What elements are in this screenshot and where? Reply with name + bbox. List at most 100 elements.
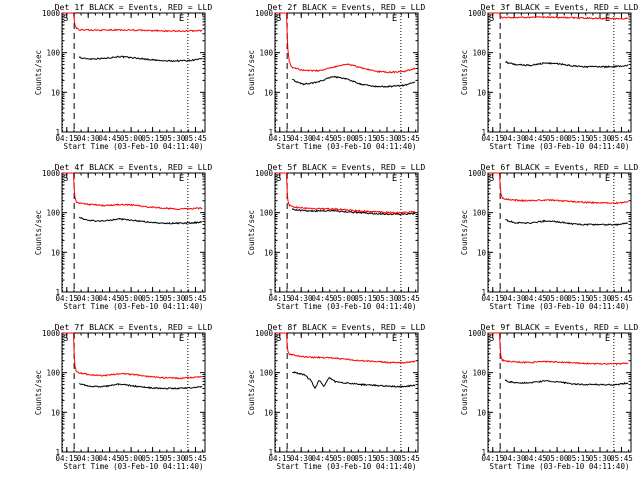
y-axis-label: Counts/sec bbox=[460, 210, 469, 255]
end-label: E bbox=[392, 14, 397, 24]
plot-frame bbox=[61, 12, 206, 133]
y-tick-label: 1 bbox=[55, 128, 60, 137]
x-tick-label: 05:45 bbox=[184, 134, 207, 143]
plot-frame bbox=[487, 332, 632, 453]
x-tick-label: 04:45 bbox=[524, 134, 547, 143]
plot-frame bbox=[274, 172, 419, 293]
y-tick-label: 1000 bbox=[42, 9, 61, 18]
x-tick-label: 05:45 bbox=[397, 294, 420, 303]
end-label: E bbox=[179, 334, 184, 344]
plot-frame bbox=[274, 12, 419, 133]
start-label: S bbox=[276, 14, 281, 24]
y-tick-label: 100 bbox=[46, 209, 60, 218]
y-axis-label: Counts/sec bbox=[247, 370, 256, 415]
panel-title: Det 6f BLACK = Events, RED = LLD bbox=[481, 162, 639, 172]
x-axis-label: Start Time (03-Feb-10 04:11:40) bbox=[490, 142, 630, 151]
panel-title: Det 3f BLACK = Events, RED = LLD bbox=[481, 2, 639, 12]
y-tick-label: 10 bbox=[51, 88, 61, 97]
x-tick-label: 05:00 bbox=[546, 134, 569, 143]
x-tick-label: 05:30 bbox=[163, 294, 186, 303]
x-tick-label: 04:45 bbox=[311, 454, 334, 463]
panel-title: Det 2f BLACK = Events, RED = LLD bbox=[268, 2, 426, 12]
y-tick-label: 10 bbox=[264, 88, 274, 97]
x-tick-label: 05:30 bbox=[163, 454, 186, 463]
series-events bbox=[292, 371, 416, 390]
start-label: S bbox=[63, 14, 68, 24]
series-events bbox=[505, 61, 629, 69]
panel-det-4: Det 4f BLACK = Events, RED = LLD 1 10 100 10… bbox=[34, 162, 212, 311]
y-axis-label: Counts/sec bbox=[34, 370, 43, 415]
y-tick-label: 1000 bbox=[468, 9, 487, 18]
series-lld bbox=[488, 332, 629, 366]
x-tick-label: 05:30 bbox=[589, 294, 612, 303]
start-label: S bbox=[276, 174, 281, 184]
x-tick-label: 05:45 bbox=[610, 454, 633, 463]
end-label: E bbox=[179, 174, 184, 184]
panel-det-8: Det 8f BLACK = Events, RED = LLD 1 10 100 10… bbox=[247, 322, 425, 471]
x-tick-label: 04:30 bbox=[503, 134, 526, 143]
x-tick-label: 05:00 bbox=[333, 134, 356, 143]
x-axis-label: Start Time (03-Feb-10 04:11:40) bbox=[277, 302, 417, 311]
series-lld bbox=[62, 332, 203, 380]
panel-det-9: Det 9f BLACK = Events, RED = LLD 1 10 100 10… bbox=[460, 322, 638, 471]
series-events bbox=[78, 55, 203, 63]
series-lld bbox=[275, 12, 416, 74]
start-label: S bbox=[63, 334, 68, 344]
x-tick-label: 05:45 bbox=[610, 294, 633, 303]
end-label: E bbox=[605, 174, 610, 184]
plot-frame bbox=[61, 332, 206, 453]
y-axis-label: Counts/sec bbox=[460, 370, 469, 415]
panel-title: Det 5f BLACK = Events, RED = LLD bbox=[268, 162, 426, 172]
panel-det-1: Det 1f BLACK = Events, RED = LLD 1 10 100 10… bbox=[34, 2, 212, 151]
y-axis-label: Counts/sec bbox=[247, 210, 256, 255]
start-label: S bbox=[489, 334, 494, 344]
y-tick-label: 10 bbox=[477, 248, 487, 257]
x-tick-label: 05:00 bbox=[546, 454, 569, 463]
x-tick-label: 04:45 bbox=[524, 454, 547, 463]
x-tick-label: 05:30 bbox=[589, 134, 612, 143]
y-tick-label: 100 bbox=[46, 369, 60, 378]
x-tick-label: 04:45 bbox=[98, 294, 121, 303]
x-tick-label: 05:45 bbox=[397, 134, 420, 143]
x-tick-label: 05:30 bbox=[163, 134, 186, 143]
panel-title: Det 7f BLACK = Events, RED = LLD bbox=[55, 322, 213, 332]
x-tick-label: 04:15 bbox=[55, 294, 78, 303]
y-axis-label: Counts/sec bbox=[460, 50, 469, 95]
x-tick-label: 05:15 bbox=[354, 454, 377, 463]
x-tick-label: 04:30 bbox=[290, 134, 313, 143]
y-tick-label: 10 bbox=[51, 248, 61, 257]
y-tick-label: 100 bbox=[259, 369, 273, 378]
x-axis-label: Start Time (03-Feb-10 04:11:40) bbox=[277, 142, 417, 151]
x-tick-label: 05:30 bbox=[589, 454, 612, 463]
y-tick-label: 100 bbox=[46, 49, 60, 58]
y-tick-label: 1000 bbox=[255, 329, 274, 338]
x-tick-label: 05:45 bbox=[610, 134, 633, 143]
plot-frame bbox=[487, 172, 632, 293]
y-tick-label: 100 bbox=[259, 209, 273, 218]
x-tick-label: 05:15 bbox=[141, 134, 164, 143]
x-tick-label: 04:15 bbox=[481, 294, 504, 303]
y-tick-label: 1000 bbox=[468, 169, 487, 178]
end-label: E bbox=[392, 334, 397, 344]
panel-det-2: Det 2f BLACK = Events, RED = LLD 1 10 100 10… bbox=[247, 2, 425, 151]
x-tick-label: 05:15 bbox=[567, 134, 590, 143]
panel-title: Det 9f BLACK = Events, RED = LLD bbox=[481, 322, 639, 332]
series-events bbox=[291, 207, 416, 216]
y-tick-label: 10 bbox=[477, 88, 487, 97]
x-tick-label: 04:45 bbox=[311, 134, 334, 143]
x-tick-label: 05:00 bbox=[546, 294, 569, 303]
y-tick-label: 10 bbox=[264, 248, 274, 257]
y-tick-label: 100 bbox=[472, 49, 486, 58]
x-tick-label: 05:45 bbox=[184, 454, 207, 463]
x-axis-label: Start Time (03-Feb-10 04:11:40) bbox=[64, 142, 204, 151]
x-tick-label: 04:15 bbox=[268, 294, 291, 303]
x-tick-label: 05:45 bbox=[184, 294, 207, 303]
x-tick-label: 05:15 bbox=[141, 454, 164, 463]
x-tick-label: 04:30 bbox=[77, 294, 100, 303]
start-label: S bbox=[276, 334, 281, 344]
x-tick-label: 05:00 bbox=[120, 134, 143, 143]
y-axis-label: Counts/sec bbox=[247, 50, 256, 95]
x-tick-label: 05:30 bbox=[376, 294, 399, 303]
x-tick-label: 05:45 bbox=[397, 454, 420, 463]
start-label: S bbox=[489, 174, 494, 184]
